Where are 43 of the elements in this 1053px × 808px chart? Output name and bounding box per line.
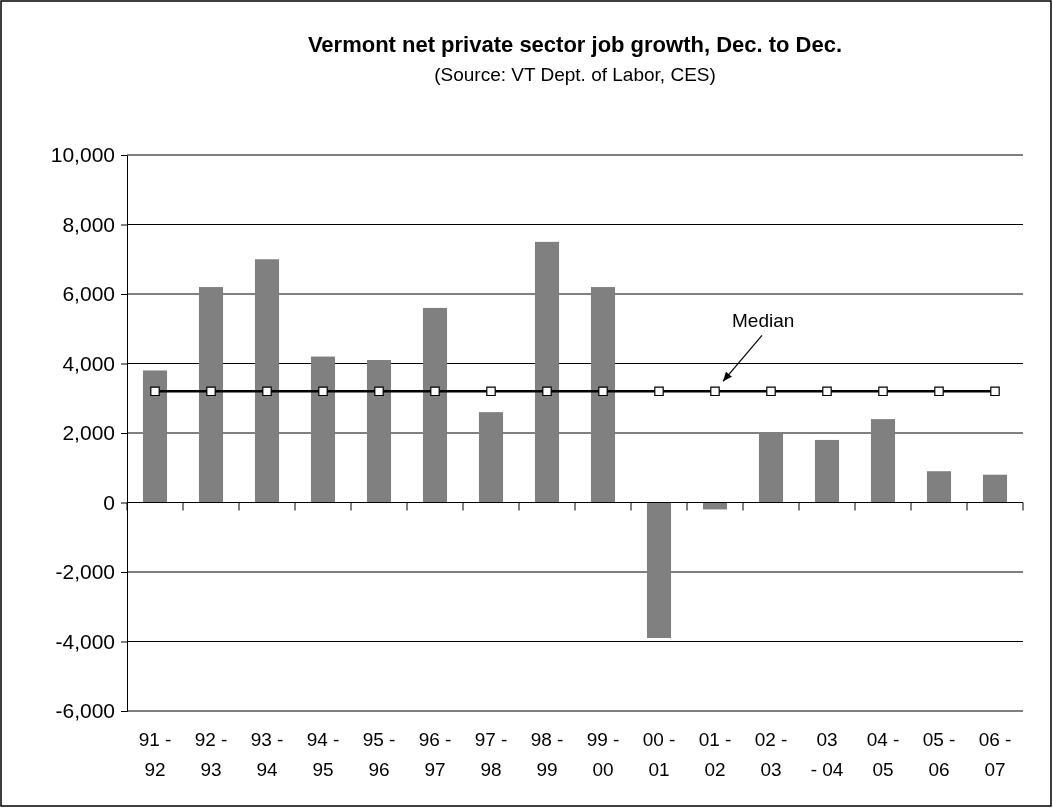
x-tick-label: 04 - 05 (866, 729, 900, 780)
y-tick-label: 4,000 (62, 351, 115, 375)
y-tick-label: 2,000 (62, 421, 115, 445)
x-tick-label: 03 - 04 (810, 729, 844, 780)
y-tick-label: 10,000 (50, 143, 115, 167)
bar (646, 502, 672, 639)
x-tick-label: 00 - 01 (642, 729, 676, 780)
bar (982, 474, 1008, 503)
bar (590, 287, 616, 503)
x-tick-label: 06 - 07 (978, 729, 1012, 780)
y-tick-label: 0 (103, 490, 115, 514)
x-tick-label: 93 - 94 (250, 729, 284, 780)
bar (870, 419, 896, 503)
y-tick-label: 6,000 (62, 282, 115, 306)
x-tick-label: 94 - 95 (306, 729, 340, 780)
y-tick-label: -6,000 (55, 699, 115, 723)
x-tick-label: 92 - 93 (194, 729, 228, 780)
bar (198, 287, 224, 503)
bar (142, 370, 168, 503)
bar (478, 412, 504, 503)
y-tick-label: 8,000 (62, 212, 115, 236)
bar (422, 307, 448, 503)
chart-title: Vermont net private sector job growth, Dec. to Dec. (307, 32, 843, 57)
y-tick-label: -2,000 (55, 560, 115, 584)
x-tick-label: 97 - 98 (474, 729, 508, 780)
text: Median (732, 310, 795, 332)
chart-subtitle: (Source: VT Dept. of Labor, CES) (434, 64, 716, 85)
x-tick-label: 91 - 92 (138, 729, 172, 780)
x-tick-label: 05 - 06 (922, 729, 956, 780)
x-tick-label: 02 - 03 (754, 729, 788, 780)
bar (254, 259, 280, 503)
bar (758, 433, 784, 503)
bar (814, 439, 840, 503)
bar (366, 360, 392, 503)
x-tick-label: 95 - 96 (362, 729, 396, 780)
x-tick-label: 98 - 99 (530, 729, 564, 780)
x-tick-label: 01 - 02 (698, 729, 732, 780)
bar (534, 241, 560, 503)
x-tick-label: 96 - 97 (418, 729, 452, 780)
bar (926, 471, 952, 503)
bar (310, 356, 336, 503)
x-tick-label: 99 - 00 (586, 729, 620, 780)
y-tick-label: -4,000 (55, 629, 115, 653)
